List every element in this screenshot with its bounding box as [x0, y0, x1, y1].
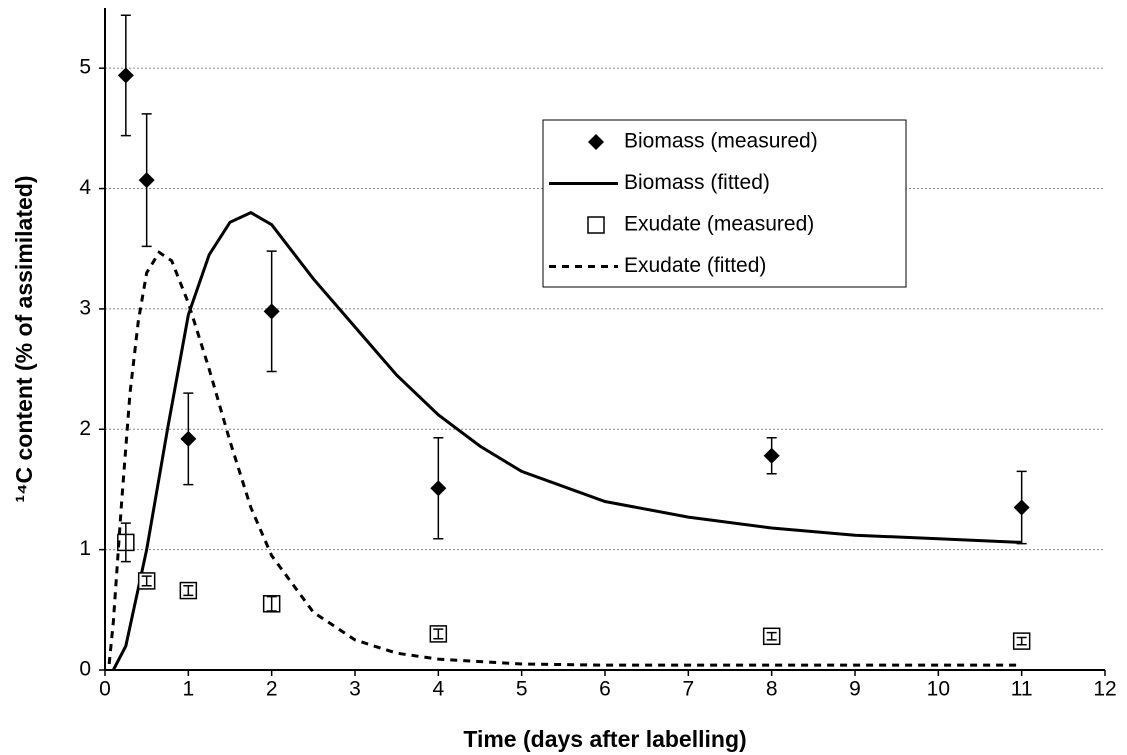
error-bar: [141, 575, 152, 587]
square-marker: [587, 216, 605, 234]
diamond-marker: [180, 430, 197, 447]
error-bar: [766, 631, 777, 641]
x-tick-label: 5: [516, 678, 528, 701]
x-tick-label: 1: [182, 678, 194, 701]
x-tick-label: 7: [682, 678, 694, 701]
x-tick-label: 11: [1011, 678, 1033, 701]
fitted-line: [112, 210, 1022, 671]
x-axis-title: Time (days after labelling): [463, 726, 746, 752]
error-bar: [183, 584, 194, 597]
legend-box: [542, 119, 907, 288]
legend-label: Biomass (fitted): [624, 171, 770, 194]
y-tick-label: 4: [79, 176, 91, 199]
legend-label: Biomass (measured): [624, 130, 818, 153]
x-tick-label: 3: [349, 678, 361, 701]
x-tick-label: 9: [849, 678, 861, 701]
x-tick-label: 8: [766, 678, 778, 701]
diamond-marker: [1013, 499, 1030, 516]
x-tick-label: 4: [432, 678, 444, 701]
y-tick-label: 1: [79, 537, 91, 560]
diamond-marker: [263, 303, 280, 320]
legend-label: Exudate (measured): [624, 213, 814, 236]
y-axis-title: ¹⁴C content (% of assimilated): [11, 175, 37, 502]
error-bar: [433, 628, 444, 640]
error-bar: [120, 522, 131, 563]
diamond-marker: [763, 447, 780, 464]
x-tick-label: 2: [266, 678, 278, 701]
x-tick-label: 12: [1093, 678, 1116, 701]
fitted-line: [107, 250, 1022, 667]
y-tick-label: 3: [79, 296, 91, 319]
diamond-marker: [138, 172, 155, 189]
x-tick-label: 10: [927, 678, 950, 701]
diamond-marker: [588, 134, 604, 150]
legend-label: Exudate (fitted): [624, 254, 766, 277]
error-bar: [1016, 636, 1027, 646]
y-tick-label: 2: [79, 417, 91, 440]
y-tick-label: 5: [79, 56, 91, 79]
diamond-marker: [117, 67, 134, 84]
x-tick-label: 0: [99, 678, 111, 701]
diamond-marker: [430, 480, 447, 497]
error-bar: [266, 595, 277, 612]
x-tick-label: 6: [599, 678, 611, 701]
y-tick-label: 0: [79, 658, 91, 681]
